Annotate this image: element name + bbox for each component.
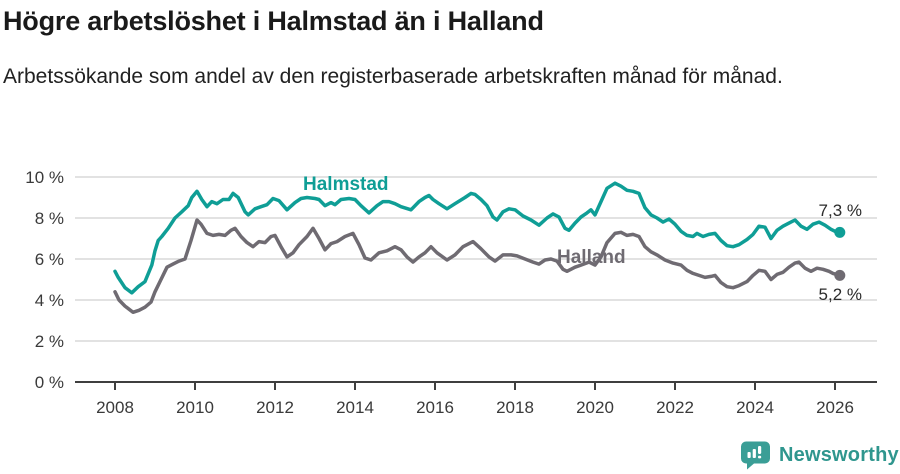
page-title: Högre arbetslöshet i Halmstad än i Halla… [3, 6, 544, 36]
x-axis-tick-label: 2014 [336, 398, 374, 417]
newsworthy-logo-text: Newsworthy [779, 444, 899, 466]
y-axis-tick-label: 4 % [35, 291, 64, 310]
halland-line [113, 218, 842, 315]
x-axis-tick-label: 2026 [816, 398, 854, 417]
halmstad-line [113, 181, 842, 295]
y-axis-tick-label: 2 % [35, 332, 64, 351]
x-axis-tick-label: 2024 [736, 398, 774, 417]
x-axis-tick-label: 2012 [256, 398, 294, 417]
series-label-halland: Halland [557, 247, 626, 268]
end-value-label-halland: 5,2 % [818, 285, 862, 304]
x-axis-tick-label: 2022 [656, 398, 694, 417]
y-axis-tick-label: 10 % [25, 168, 64, 187]
x-axis-tick-label: 2008 [96, 398, 134, 417]
y-axis-tick-label: 0 % [35, 373, 64, 392]
x-axis-tick-label: 2016 [416, 398, 454, 417]
y-axis-tick-label: 8 % [35, 209, 64, 228]
x-axis-tick-label: 2020 [576, 398, 614, 417]
x-axis-tick-label: 2010 [176, 398, 214, 417]
halland-end-dot [834, 269, 846, 281]
end-value-label-halmstad: 7,3 % [818, 201, 862, 220]
halmstad-end-dot [834, 226, 846, 238]
series-label-halmstad: Halmstad [303, 174, 389, 195]
x-axis-tick-label: 2018 [496, 398, 534, 417]
newsworthy-bar-chart-icon [740, 441, 771, 470]
y-axis-tick-label: 6 % [35, 250, 64, 269]
newsworthy-logo[interactable]: Newsworthy [740, 441, 899, 470]
chart-subtitle: Arbetssökande som andel av den registerb… [3, 65, 783, 88]
